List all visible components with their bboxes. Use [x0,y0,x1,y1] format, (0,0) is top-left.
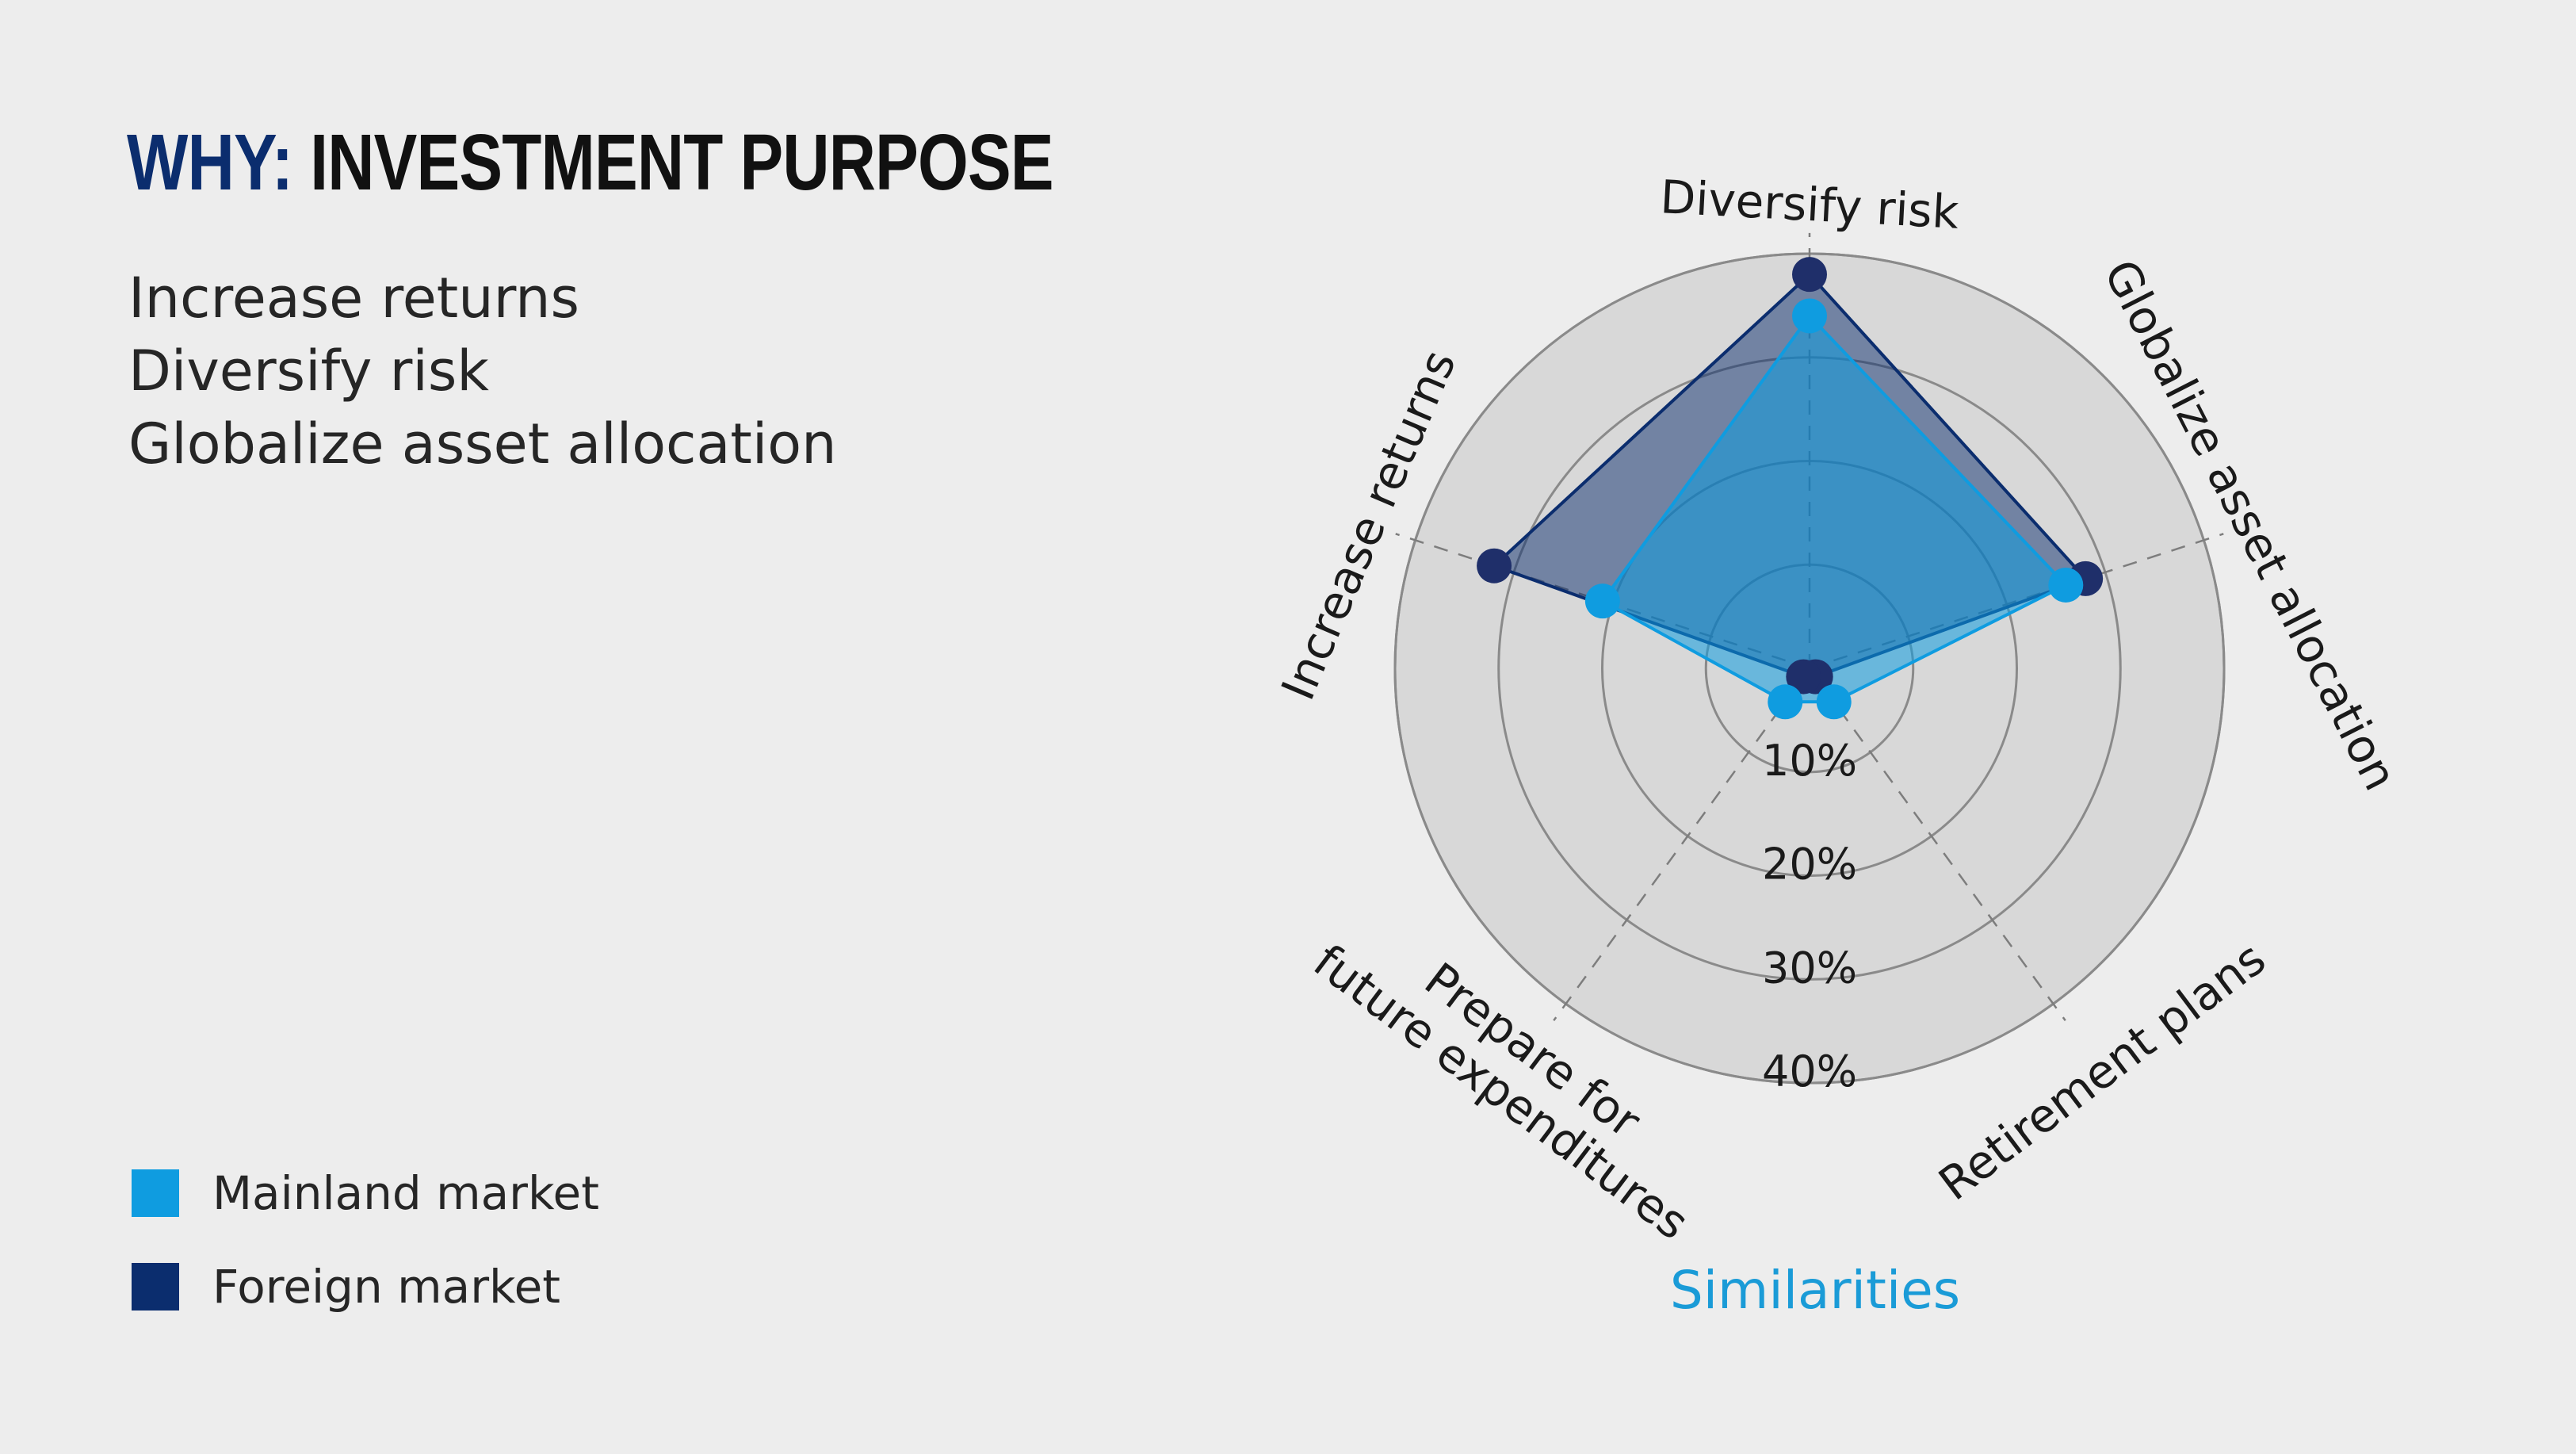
purpose-list: Increase returns Diversify risk Globaliz… [128,262,837,480]
data-point-foreign [1792,257,1827,293]
data-point-mainland [1584,584,1620,619]
legend-item-mainland: Mainland market [132,1166,599,1220]
grid-spoke [1553,668,1811,1022]
tick-label: 20% [1762,840,1857,890]
data-point-foreign [1477,548,1512,584]
series-area-mainland [1599,313,2069,704]
grid-spoke [1809,533,2224,670]
data-point-mainland [1816,684,1852,720]
title-main: INVESTMENT PURPOSE [310,118,1053,207]
purpose-item: Increase returns [128,266,579,331]
grid-spoke [1808,668,2066,1022]
data-point-mainland [1792,298,1827,334]
axis-label: Diversify risk [1659,170,1960,239]
data-point-foreign [1786,659,1821,694]
purpose-item: Globalize asset allocation [128,411,837,476]
grid-spoke [1395,533,1810,670]
data-point-mainland [2048,567,2084,603]
title-accent: WHY: [127,118,293,207]
data-point-mainland [1768,684,1803,720]
page-title: WHY: INVESTMENT PURPOSE [127,118,1054,207]
chart-legend: Mainland market Foreign market [132,1166,599,1356]
tick-label: 30% [1762,943,1857,993]
axis-label-group: Diversify risk [1659,170,1960,239]
legend-swatch-foreign [132,1263,179,1311]
purpose-item: Diversify risk [128,339,489,404]
legend-swatch-mainland [132,1169,179,1217]
legend-label-mainland: Mainland market [212,1166,599,1220]
legend-label-foreign: Foreign market [212,1260,560,1314]
tick-label: 10% [1762,736,1857,786]
tick-label: 40% [1762,1046,1857,1096]
legend-item-foreign: Foreign market [132,1260,599,1314]
similarities-label: Similarities [1670,1260,1960,1321]
